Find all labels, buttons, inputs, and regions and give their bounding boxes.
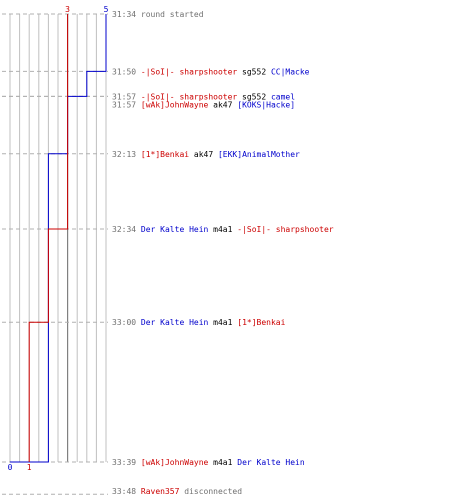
event-text: ak47 — [189, 150, 218, 159]
event-text: m4a1 — [208, 225, 237, 234]
event-time: 33:00 — [112, 318, 141, 327]
event-text: [1*]Benkai — [237, 318, 285, 327]
event-row: 31:50 -|SoI|- sharpshooter sg552 CC|Mack… — [112, 67, 310, 76]
event-text: Raven357 — [141, 487, 180, 496]
blue-end-label: 0 — [8, 463, 13, 472]
event-text: disconnected — [179, 487, 242, 496]
event-text: camel — [271, 92, 295, 101]
event-time: 31:34 — [112, 10, 141, 19]
event-text: Der Kalte Hein — [141, 225, 209, 234]
event-text: round started — [141, 10, 204, 19]
event-text: Der Kalte Hein — [237, 458, 305, 467]
event-row: 31:57 -|SoI|- sharpshooter sg552 camel — [112, 92, 295, 101]
event-text: -|SoI|- sharpshooter — [141, 67, 238, 76]
event-row: 32:34 Der Kalte Hein m4a1 -|SoI|- sharps… — [112, 225, 334, 234]
event-row: 32:13 [1*]Benkai ak47 [EKK]AnimalMother — [112, 150, 300, 159]
event-log: 31:34 round started 31:50 -|SoI|- sharpsh… — [112, 10, 334, 496]
event-text: m4a1 — [208, 458, 237, 467]
event-text: CC|Macke — [271, 67, 310, 76]
red-end-label: 1 — [27, 463, 32, 472]
event-text: m4a1 — [208, 318, 237, 327]
event-time: 32:13 — [112, 150, 141, 159]
event-time: 33:48 — [112, 487, 141, 496]
labels: 5 0 3 1 — [8, 5, 109, 472]
event-text: sg552 — [237, 92, 271, 101]
event-text: -|SoI|- sharpshooter — [237, 225, 334, 234]
event-row: 33:48 Raven357 disconnected — [112, 487, 242, 496]
event-text: [KOKS|Hacke] — [237, 100, 295, 109]
event-text: sg552 — [237, 67, 271, 76]
event-guides — [2, 13, 108, 495]
event-text: ak47 — [208, 100, 237, 109]
series — [10, 14, 107, 463]
event-time: 31:57 — [112, 92, 141, 101]
grid — [9, 14, 107, 462]
event-time: 33:39 — [112, 458, 141, 467]
event-time: 31:50 — [112, 67, 141, 76]
red-team-line — [28, 14, 69, 462]
event-row: 31:57 [wAk]JohnWayne ak47 [KOKS|Hacke] — [112, 100, 295, 109]
event-row: 31:34 round started — [112, 10, 204, 19]
event-text: [wAk]JohnWayne — [141, 100, 209, 109]
event-text: [1*]Benkai — [141, 150, 189, 159]
event-text: [EKK]AnimalMother — [218, 150, 300, 159]
red-start-label: 3 — [65, 5, 70, 14]
event-text: -|SoI|- sharpshooter — [141, 92, 238, 101]
event-time: 31:57 — [112, 100, 141, 109]
event-row: 33:00 Der Kalte Hein m4a1 [1*]Benkai — [112, 318, 286, 327]
event-text: Der Kalte Hein — [141, 318, 209, 327]
event-text: [wAk]JohnWayne — [141, 458, 209, 467]
blue-start-label: 5 — [104, 5, 109, 14]
event-row: 33:39 [wAk]JohnWayne m4a1 Der Kalte Hein — [112, 458, 305, 467]
event-time: 32:34 — [112, 225, 141, 234]
